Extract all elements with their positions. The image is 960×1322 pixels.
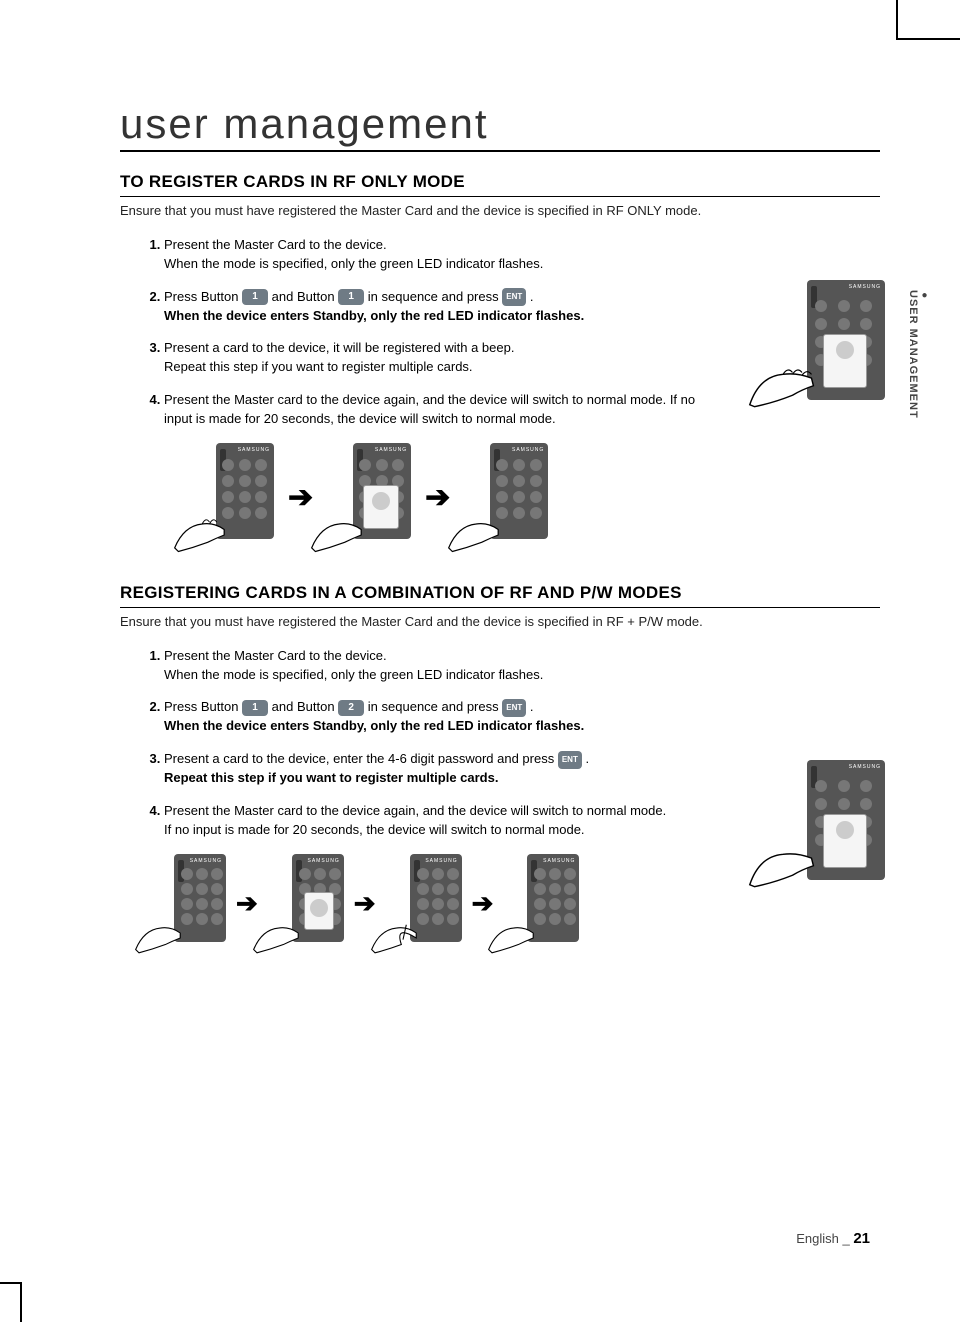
brand-label: SAMSUNG [512, 447, 544, 453]
brand-label: SAMSUNG [308, 858, 340, 864]
page-footer: English _ 21 [796, 1230, 870, 1247]
steps-list: Present the Master Card to the device. W… [140, 236, 724, 429]
device-step-icon: SAMSUNG [386, 854, 462, 954]
step-bold-text: When the device enters Standby, only the… [164, 718, 584, 733]
device-step-icon: SAMSUNG [464, 443, 548, 553]
intro-text: Ensure that you must have registered the… [120, 614, 880, 629]
step-item: Present a card to the device, it will be… [164, 339, 724, 377]
keypad-button-icon: 1 [242, 700, 268, 716]
step-text: Present a card to the device, enter the … [164, 751, 558, 766]
step-text: in sequence and press [368, 699, 502, 714]
step-item: Present a card to the device, enter the … [164, 750, 724, 788]
step-text: Present a card to the device, it will be… [164, 340, 514, 355]
step-item: Press Button 1 and Button 1 in sequence … [164, 288, 724, 326]
step-text: Present the Master card to the device ag… [164, 803, 666, 818]
step-text: in sequence and press [368, 289, 502, 304]
step-text: . [530, 289, 534, 304]
step-item: Present the Master card to the device ag… [164, 391, 724, 429]
ent-button-icon: ENT [502, 288, 526, 306]
step-text: When the mode is specified, only the gre… [164, 667, 543, 682]
step-item: Press Button 1 and Button 2 in sequence … [164, 698, 724, 736]
intro-text: Ensure that you must have registered the… [120, 203, 880, 218]
step-text: . [585, 751, 589, 766]
step-bold-text: Repeat this step if you want to register… [164, 770, 498, 785]
step-bold-text: When the device enters Standby, only the… [164, 308, 584, 323]
keypad-button-icon: 1 [338, 289, 364, 305]
device-step-icon: SAMSUNG [503, 854, 579, 954]
illustration-row: SAMSUNG ➔ SAMSUNG ➔ SAMSUNG [190, 443, 880, 553]
brand-label: SAMSUNG [375, 447, 407, 453]
step-text: Press Button [164, 699, 242, 714]
keypad-button-icon: 2 [338, 700, 364, 716]
step-text: Present the Master card to the device ag… [164, 392, 695, 426]
brand-label: SAMSUNG [190, 858, 222, 864]
step-text: and Button [272, 289, 339, 304]
step-item: Present the Master Card to the device. W… [164, 647, 724, 685]
device-step-icon: SAMSUNG [268, 854, 344, 954]
step-text: Repeat this step if you want to register… [164, 359, 473, 374]
device-illustration: SAMSUNG [775, 280, 885, 410]
brand-label: SAMSUNG [238, 447, 270, 453]
page-number: 21 [853, 1230, 870, 1247]
steps-list: Present the Master Card to the device. W… [140, 647, 724, 840]
step-item: Present the Master card to the device ag… [164, 802, 724, 840]
ent-button-icon: ENT [558, 751, 582, 769]
section-heading: TO REGISTER CARDS IN RF ONLY MODE [120, 172, 880, 197]
step-text: and Button [272, 699, 339, 714]
step-text: Present the Master Card to the device. [164, 648, 387, 663]
step-text: . [530, 699, 534, 714]
brand-label: SAMSUNG [849, 284, 881, 290]
step-text: If no input is made for 20 seconds, the … [164, 822, 585, 837]
step-item: Present the Master Card to the device. W… [164, 236, 724, 274]
step-text: When the mode is specified, only the gre… [164, 256, 543, 271]
brand-label: SAMSUNG [849, 764, 881, 770]
brand-label: SAMSUNG [543, 858, 575, 864]
device-illustration: SAMSUNG [775, 760, 885, 890]
device-step-icon: SAMSUNG [150, 854, 226, 954]
step-text: Present the Master Card to the device. [164, 237, 387, 252]
device-step-icon: SAMSUNG [190, 443, 274, 553]
step-text: Press Button [164, 289, 242, 304]
page-title: user management [120, 100, 880, 152]
brand-label: SAMSUNG [425, 858, 457, 864]
device-step-icon: SAMSUNG [327, 443, 411, 553]
keypad-button-icon: 1 [242, 289, 268, 305]
section-heading: REGISTERING CARDS IN A COMBINATION OF RF… [120, 583, 880, 608]
footer-lang: English _ [796, 1231, 849, 1246]
ent-button-icon: ENT [502, 699, 526, 717]
